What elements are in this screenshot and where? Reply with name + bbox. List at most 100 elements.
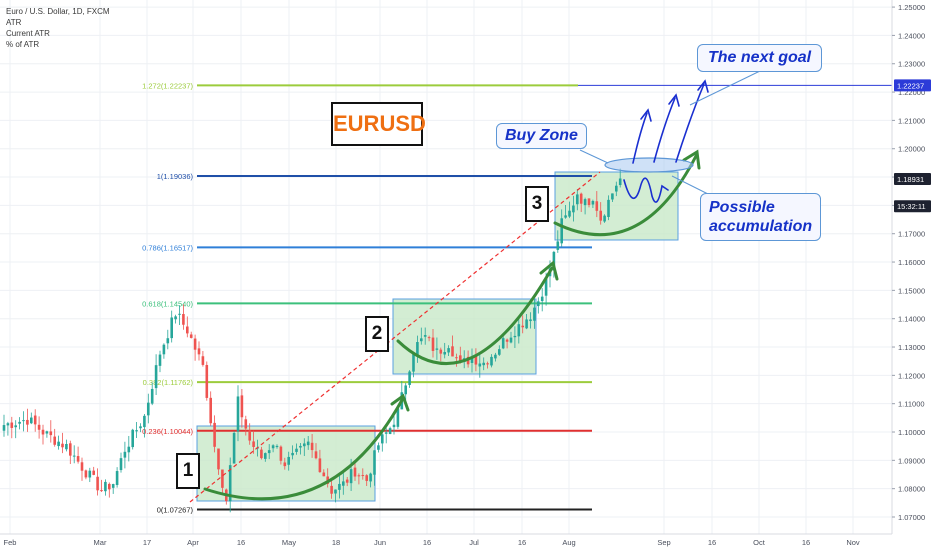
fib-label-0: 1.272(1.22237) [142,81,193,90]
candle-body [260,449,263,459]
candle-body [618,178,622,186]
price-tag-bg [894,79,931,92]
fib-label-1: 1(1.19036) [157,172,194,181]
candle [439,347,443,362]
candle [533,298,536,329]
candle-body [186,326,189,334]
candle-body [158,354,162,366]
price-tick-label: 1.16000 [898,258,925,267]
candle [135,421,138,439]
candle [330,480,333,499]
cup-arrow-3-head [682,149,701,170]
candle-body [396,408,400,427]
candle [76,446,80,464]
cup-arrow-3 [553,154,698,237]
time-tick-label: Apr [187,538,199,547]
candle [139,423,142,433]
candle-body [381,434,384,444]
time-tick-label: May [282,538,296,547]
next-goal-callout: The next goal [697,44,823,72]
symbol-title[interactable]: Euro / U.S. Dollar, 1D, FXCM [6,7,110,16]
candle-body [373,450,376,475]
candle-body [14,425,17,428]
candle [150,382,154,406]
indicator-current-atr[interactable]: Current ATR [6,29,50,38]
candle [69,440,72,465]
candle [408,370,411,388]
candle-body [41,429,45,435]
time-tick-label: Aug [562,538,575,547]
price-tick-label: 1.25000 [898,3,925,12]
candle-body [365,475,368,481]
time-axis[interactable]: Feb Mar 17 Apr 16 May 18 Jun 16 Jul 16 Aug Sep 16 Oct 1… [0,533,892,547]
candle-body [474,355,478,365]
candle [482,357,485,371]
candle [131,428,134,450]
candle-body [96,476,99,491]
candle [287,451,290,471]
candle [416,335,419,363]
candle-body [560,218,563,244]
buy-zone-callout: Buy Zone [496,123,587,149]
target-arrow-2-head [668,93,680,107]
candle-body [486,363,489,365]
candle-body [505,339,509,342]
candle [568,201,571,219]
price-tag-text: 1.22237 [897,81,924,90]
candle [509,331,513,344]
candle-body [412,352,415,372]
candle-body [513,335,517,338]
candle-body [482,362,485,366]
candle-body [384,432,388,434]
candle [537,297,540,314]
cup-arrow-2 [396,266,554,366]
trend-line-dashed [189,171,601,503]
candle [22,411,25,432]
candle-body [556,241,560,250]
time-tick-label: 16 [237,538,245,547]
price-tick-label: 1.15000 [898,286,925,295]
candle-body [537,301,540,307]
candle-body [603,215,606,222]
price-tag-bg [894,200,931,213]
price-axis[interactable]: 1.07000 1.08000 1.09000 1.10000 1.11000 1.120… [891,0,931,534]
candle-body [33,415,37,425]
target-arrow-3 [675,83,705,163]
candle-body [10,422,14,428]
candle [587,198,591,208]
candle [252,430,255,454]
indicator-percent-atr[interactable]: % of ATR [6,40,40,49]
candle [80,457,84,481]
candle-body [37,424,41,430]
candle [607,195,610,221]
candle-body [104,481,107,492]
candle [147,393,150,424]
indicator-atr[interactable]: ATR [6,18,22,27]
candle [108,482,111,498]
candle-body [314,451,318,459]
candle-body [139,426,142,429]
candle-body [108,483,111,490]
candle [521,315,524,334]
candle-body [330,485,333,494]
fib-label-5: 0.236(1.10044) [142,427,193,436]
target-arrows [623,79,709,203]
candle-body [517,324,521,337]
time-tick-label: 16 [423,538,431,547]
candle-body [334,489,337,494]
candle-body [88,470,92,478]
candle [49,420,53,443]
candle [384,427,388,444]
candle [381,431,384,452]
candle [178,305,181,326]
candle [271,444,275,453]
candle-body [244,419,248,429]
candle [611,193,614,203]
candle [490,354,493,368]
candle [127,435,131,462]
candle-body [540,296,544,302]
candle [228,457,232,513]
candle-body [361,475,365,477]
candlesticks [2,168,622,513]
